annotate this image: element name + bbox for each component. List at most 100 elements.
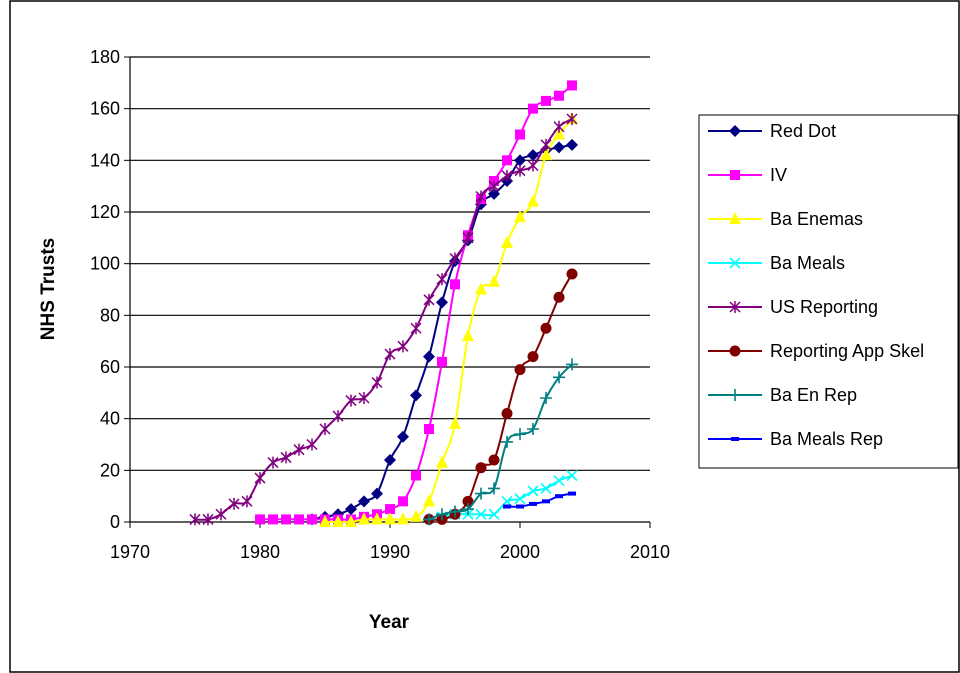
data-point [255,514,265,525]
data-point [527,351,539,363]
data-point [450,279,460,290]
data-point [410,322,422,335]
legend-item: Ba Enemas [708,209,863,229]
data-point [423,350,435,363]
data-point [267,456,279,469]
y-tick-label: 180 [90,47,120,67]
data-point [423,494,435,507]
data-point [553,127,565,140]
data-point [436,296,448,309]
data-point [553,475,565,487]
data-point [397,340,409,353]
legend-marker [731,437,739,441]
y-tick-label: 40 [100,409,120,429]
data-point [514,364,526,376]
data-point [202,513,214,526]
y-tick-label: 60 [100,357,120,377]
data-point [423,513,435,526]
data-point [527,485,539,497]
data-point [488,187,500,200]
data-point [293,443,305,456]
data-point [475,190,487,203]
data-point [540,138,552,151]
data-point [332,515,344,527]
data-point [555,494,563,499]
data-point [516,504,524,509]
data-point [527,423,539,435]
legend-label: Reporting App Skel [770,341,924,361]
x-tick-label: 2010 [630,542,670,562]
legend: Red Dot IV Ba Enemas Ba Meals US Reporting Re… [698,114,959,469]
legend-marker [729,125,741,137]
data-point [397,430,409,443]
y-tick-label: 160 [90,99,120,119]
data-point [319,423,331,435]
data-point [410,389,422,402]
data-point [384,348,396,361]
series-reporting-app-skel [423,268,578,525]
data-point [501,435,513,448]
series-ba-en-rep [423,358,578,526]
data-point [529,501,537,506]
legend-label: Ba En Rep [770,385,857,405]
data-point [540,322,552,334]
data-point [475,282,487,295]
data-point [540,392,552,404]
data-point [514,154,526,167]
legend-label: IV [770,165,787,185]
data-point [358,512,370,525]
legend-label: Ba Enemas [770,209,863,229]
data-point [488,274,500,287]
data-point [332,410,344,423]
data-point [475,462,487,474]
data-point [436,455,448,468]
data-point [566,113,578,125]
data-point [371,487,383,500]
data-point [462,495,474,507]
y-tick-label: 0 [110,512,120,532]
legend-item: Ba En Rep [708,385,857,405]
y-tick-labels: 0 20 40 60 80 100 120 140 160 180 [90,47,120,532]
data-point [540,148,552,161]
x-tick-labels: 1970 1980 1990 2000 2010 [110,542,670,562]
y-tick-label: 80 [100,305,120,325]
data-point [371,376,383,389]
legend-label: Ba Meals Rep [770,429,883,449]
data-point [462,231,474,244]
data-point [553,371,565,384]
data-point [358,495,370,508]
data-point [449,252,461,265]
data-point [241,495,253,508]
legend-marker [729,212,741,224]
legend-label: Ba Meals [770,253,845,273]
data-point [462,329,474,341]
series-layer [189,80,578,527]
x-tick-label: 1990 [370,542,410,562]
y-tick-label: 20 [100,460,120,480]
data-point [501,408,513,419]
data-point [501,236,513,248]
legend-marker [730,170,740,180]
data-point [319,515,331,527]
data-point [554,90,564,101]
data-point [514,428,526,441]
data-point [553,141,565,154]
x-tick-label: 2000 [500,542,540,562]
data-point [345,503,357,516]
legend-marker [729,345,741,357]
data-point [488,482,500,495]
data-point [228,497,240,510]
legend-item: Ba Meals Rep [708,429,883,449]
data-point [345,394,357,407]
data-point [567,80,577,91]
data-point [268,514,278,525]
data-point [385,504,395,515]
data-point [281,514,291,525]
data-point [488,508,500,520]
legend-item: US Reporting [708,297,878,317]
legend-marker [729,257,741,269]
data-point [215,508,227,521]
legend-label: Red Dot [770,121,836,141]
y-axis-title: NHS Trusts [38,238,59,340]
